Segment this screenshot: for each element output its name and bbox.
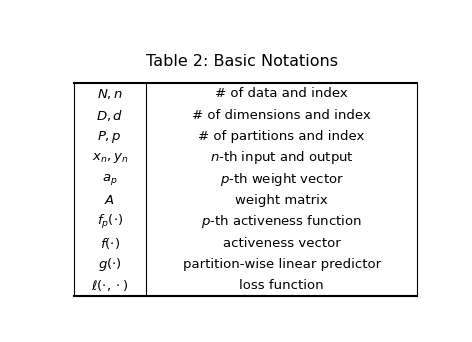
Text: # of dimensions and index: # of dimensions and index [192,109,371,122]
Text: $p$-th weight vector: $p$-th weight vector [219,171,344,188]
Text: $D, d$: $D, d$ [96,108,124,123]
Text: $N, n$: $N, n$ [97,87,123,101]
Text: weight matrix: weight matrix [235,194,328,207]
Text: activeness vector: activeness vector [223,237,340,250]
Text: $a_p$: $a_p$ [102,172,118,187]
Text: # of partitions and index: # of partitions and index [198,130,365,143]
Text: $f(\cdot)$: $f(\cdot)$ [100,236,120,251]
Text: $\ell(\cdot, \cdot)$: $\ell(\cdot, \cdot)$ [91,278,128,293]
Text: $f_p(\cdot)$: $f_p(\cdot)$ [97,213,123,231]
Text: Table 2: Basic Notations: Table 2: Basic Notations [146,54,338,69]
Text: $x_n, y_n$: $x_n, y_n$ [92,151,128,165]
Text: $g(\cdot)$: $g(\cdot)$ [98,256,122,273]
Text: # of data and index: # of data and index [215,87,348,100]
Text: $A$: $A$ [104,194,115,207]
Text: loss function: loss function [239,279,324,292]
Text: $P, p$: $P, p$ [97,129,122,145]
Text: $p$-th activeness function: $p$-th activeness function [201,213,362,230]
Text: $n$-th input and output: $n$-th input and output [210,149,354,166]
Text: partition-wise linear predictor: partition-wise linear predictor [183,258,381,271]
